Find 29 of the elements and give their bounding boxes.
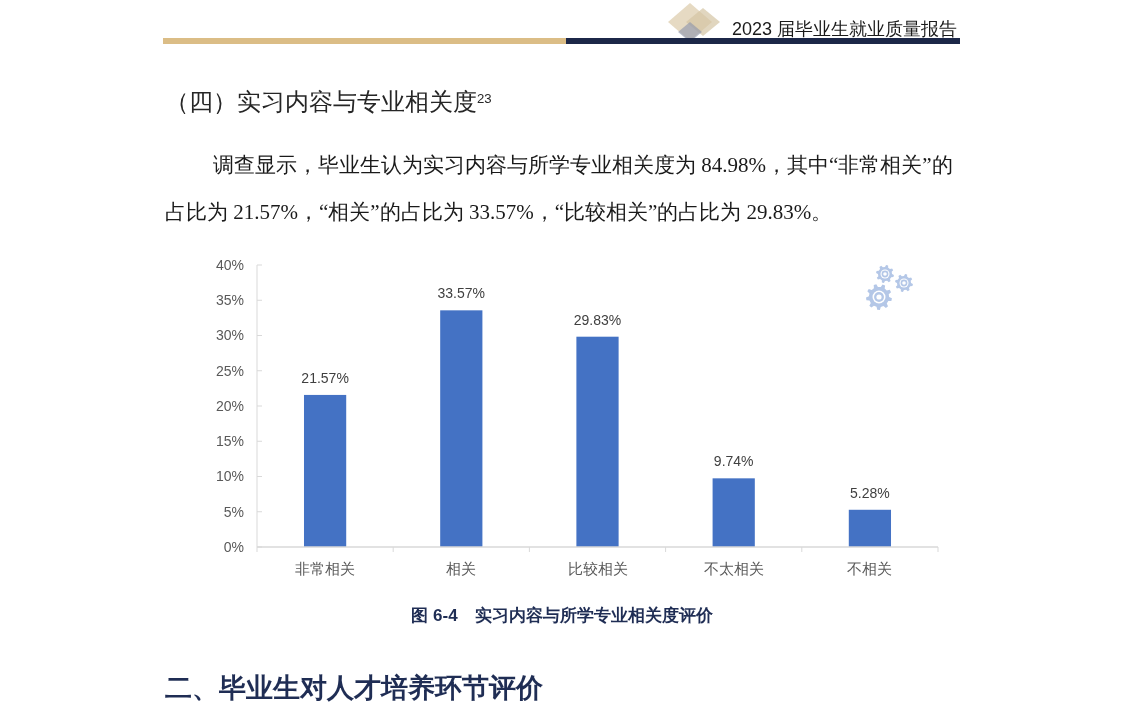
y-tick-label: 25%	[215, 362, 244, 379]
x-tick-label: 相关	[446, 560, 477, 577]
y-tick-label: 30%	[215, 327, 244, 344]
x-tick-label: 非常相关	[295, 560, 356, 577]
text: 调查显示，毕业生认为实习内容与所学专业相关度为 84.98%，其中“非常相关”的占比为 21.57%，“相关”的占比为 33.57%，“比较相关”的占比为 29.83%。	[165, 153, 953, 224]
y-tick-label: 15%	[215, 433, 244, 450]
data-label: 21.57%	[301, 369, 349, 386]
y-tick-label: 35%	[215, 292, 244, 309]
x-tick-label: 比较相关	[567, 560, 628, 577]
data-label: 33.57%	[437, 285, 486, 302]
text: 图 6-4 实习内容与所学专业相关度评价	[411, 606, 714, 625]
bar	[303, 394, 347, 547]
y-tick-label: 0%	[223, 538, 244, 555]
bar	[848, 509, 892, 547]
x-tick-label: 不相关	[847, 560, 893, 577]
y-tick-label: 5%	[223, 503, 244, 520]
bar	[576, 336, 619, 547]
y-tick-label: 20%	[215, 397, 244, 414]
data-label: 29.83%	[573, 311, 622, 328]
x-tick-label: 不太相关	[703, 560, 764, 577]
bar	[440, 310, 483, 547]
y-tick-label: 10%	[215, 468, 244, 485]
data-label: 9.74%	[713, 453, 754, 470]
text: （四）实习内容与专业相关度$^{23}$	[165, 88, 492, 115]
data-label: 5.28%	[850, 484, 890, 501]
text: 二、毕业生对人才培养环节评价	[165, 673, 544, 703]
text: 2023 届毕业生就业质量报告	[731, 19, 957, 39]
y-tick-label: 40%	[215, 256, 244, 273]
bar	[712, 478, 755, 547]
